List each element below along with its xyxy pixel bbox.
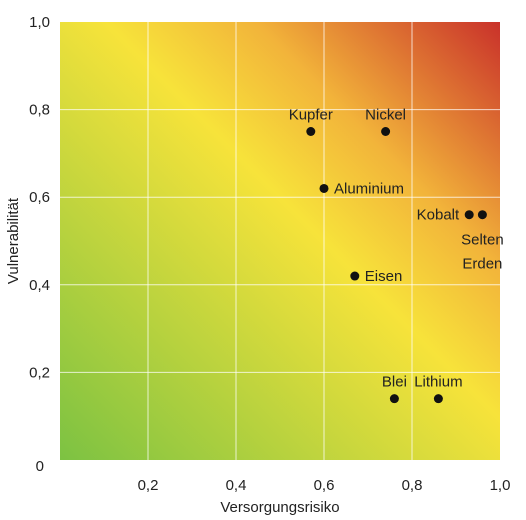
point-label-eisen: Eisen [365, 268, 403, 285]
point-label-selten-erden: Erden [462, 256, 502, 273]
x-tick-label: 1,0 [490, 477, 511, 494]
y-axis-title: Vulnerabilität [5, 197, 22, 284]
x-axis-title: Versorgungsrisiko [220, 499, 339, 516]
y-tick-label: 0,2 [29, 364, 50, 381]
x-tick-label: 0,2 [138, 477, 159, 494]
y-tick-label: 0,6 [29, 189, 50, 206]
point-label-selten-erden: Selten [461, 232, 504, 249]
data-point-nickel [381, 127, 391, 136]
data-point-kobalt [464, 210, 474, 220]
y-tick-label: 0,4 [29, 277, 50, 294]
tick-labels: 0 0,2 0,4 0,6 0,8 1,0 0,2 0,4 0,6 0,8 1,0 [29, 14, 510, 494]
x-tick-label: 0,4 [226, 477, 247, 494]
point-label-aluminium: Aluminium [334, 180, 404, 197]
y-tick-label: 1,0 [29, 14, 50, 31]
y-tick-label: 0,8 [29, 102, 50, 119]
data-point-aluminium [319, 183, 329, 193]
point-label-kobalt: Kobalt [417, 207, 460, 224]
point-label-blei: Blei [382, 374, 407, 391]
data-point-blei [389, 394, 399, 404]
grid-lines [60, 22, 500, 460]
point-label-nickel: Nickel [365, 107, 406, 124]
data-point-lithium [433, 394, 443, 404]
x-tick-label: 0,8 [402, 477, 423, 494]
data-point-eisen [350, 271, 360, 281]
x-tick-label: 0 [36, 458, 44, 475]
x-tick-label: 0,6 [314, 477, 335, 494]
point-label-kupfer: Kupfer [289, 107, 333, 124]
point-label-lithium: Lithium [414, 374, 462, 391]
data-point-selten-erden [477, 210, 487, 220]
plot-background [60, 22, 500, 460]
data-point-kupfer [306, 127, 316, 136]
